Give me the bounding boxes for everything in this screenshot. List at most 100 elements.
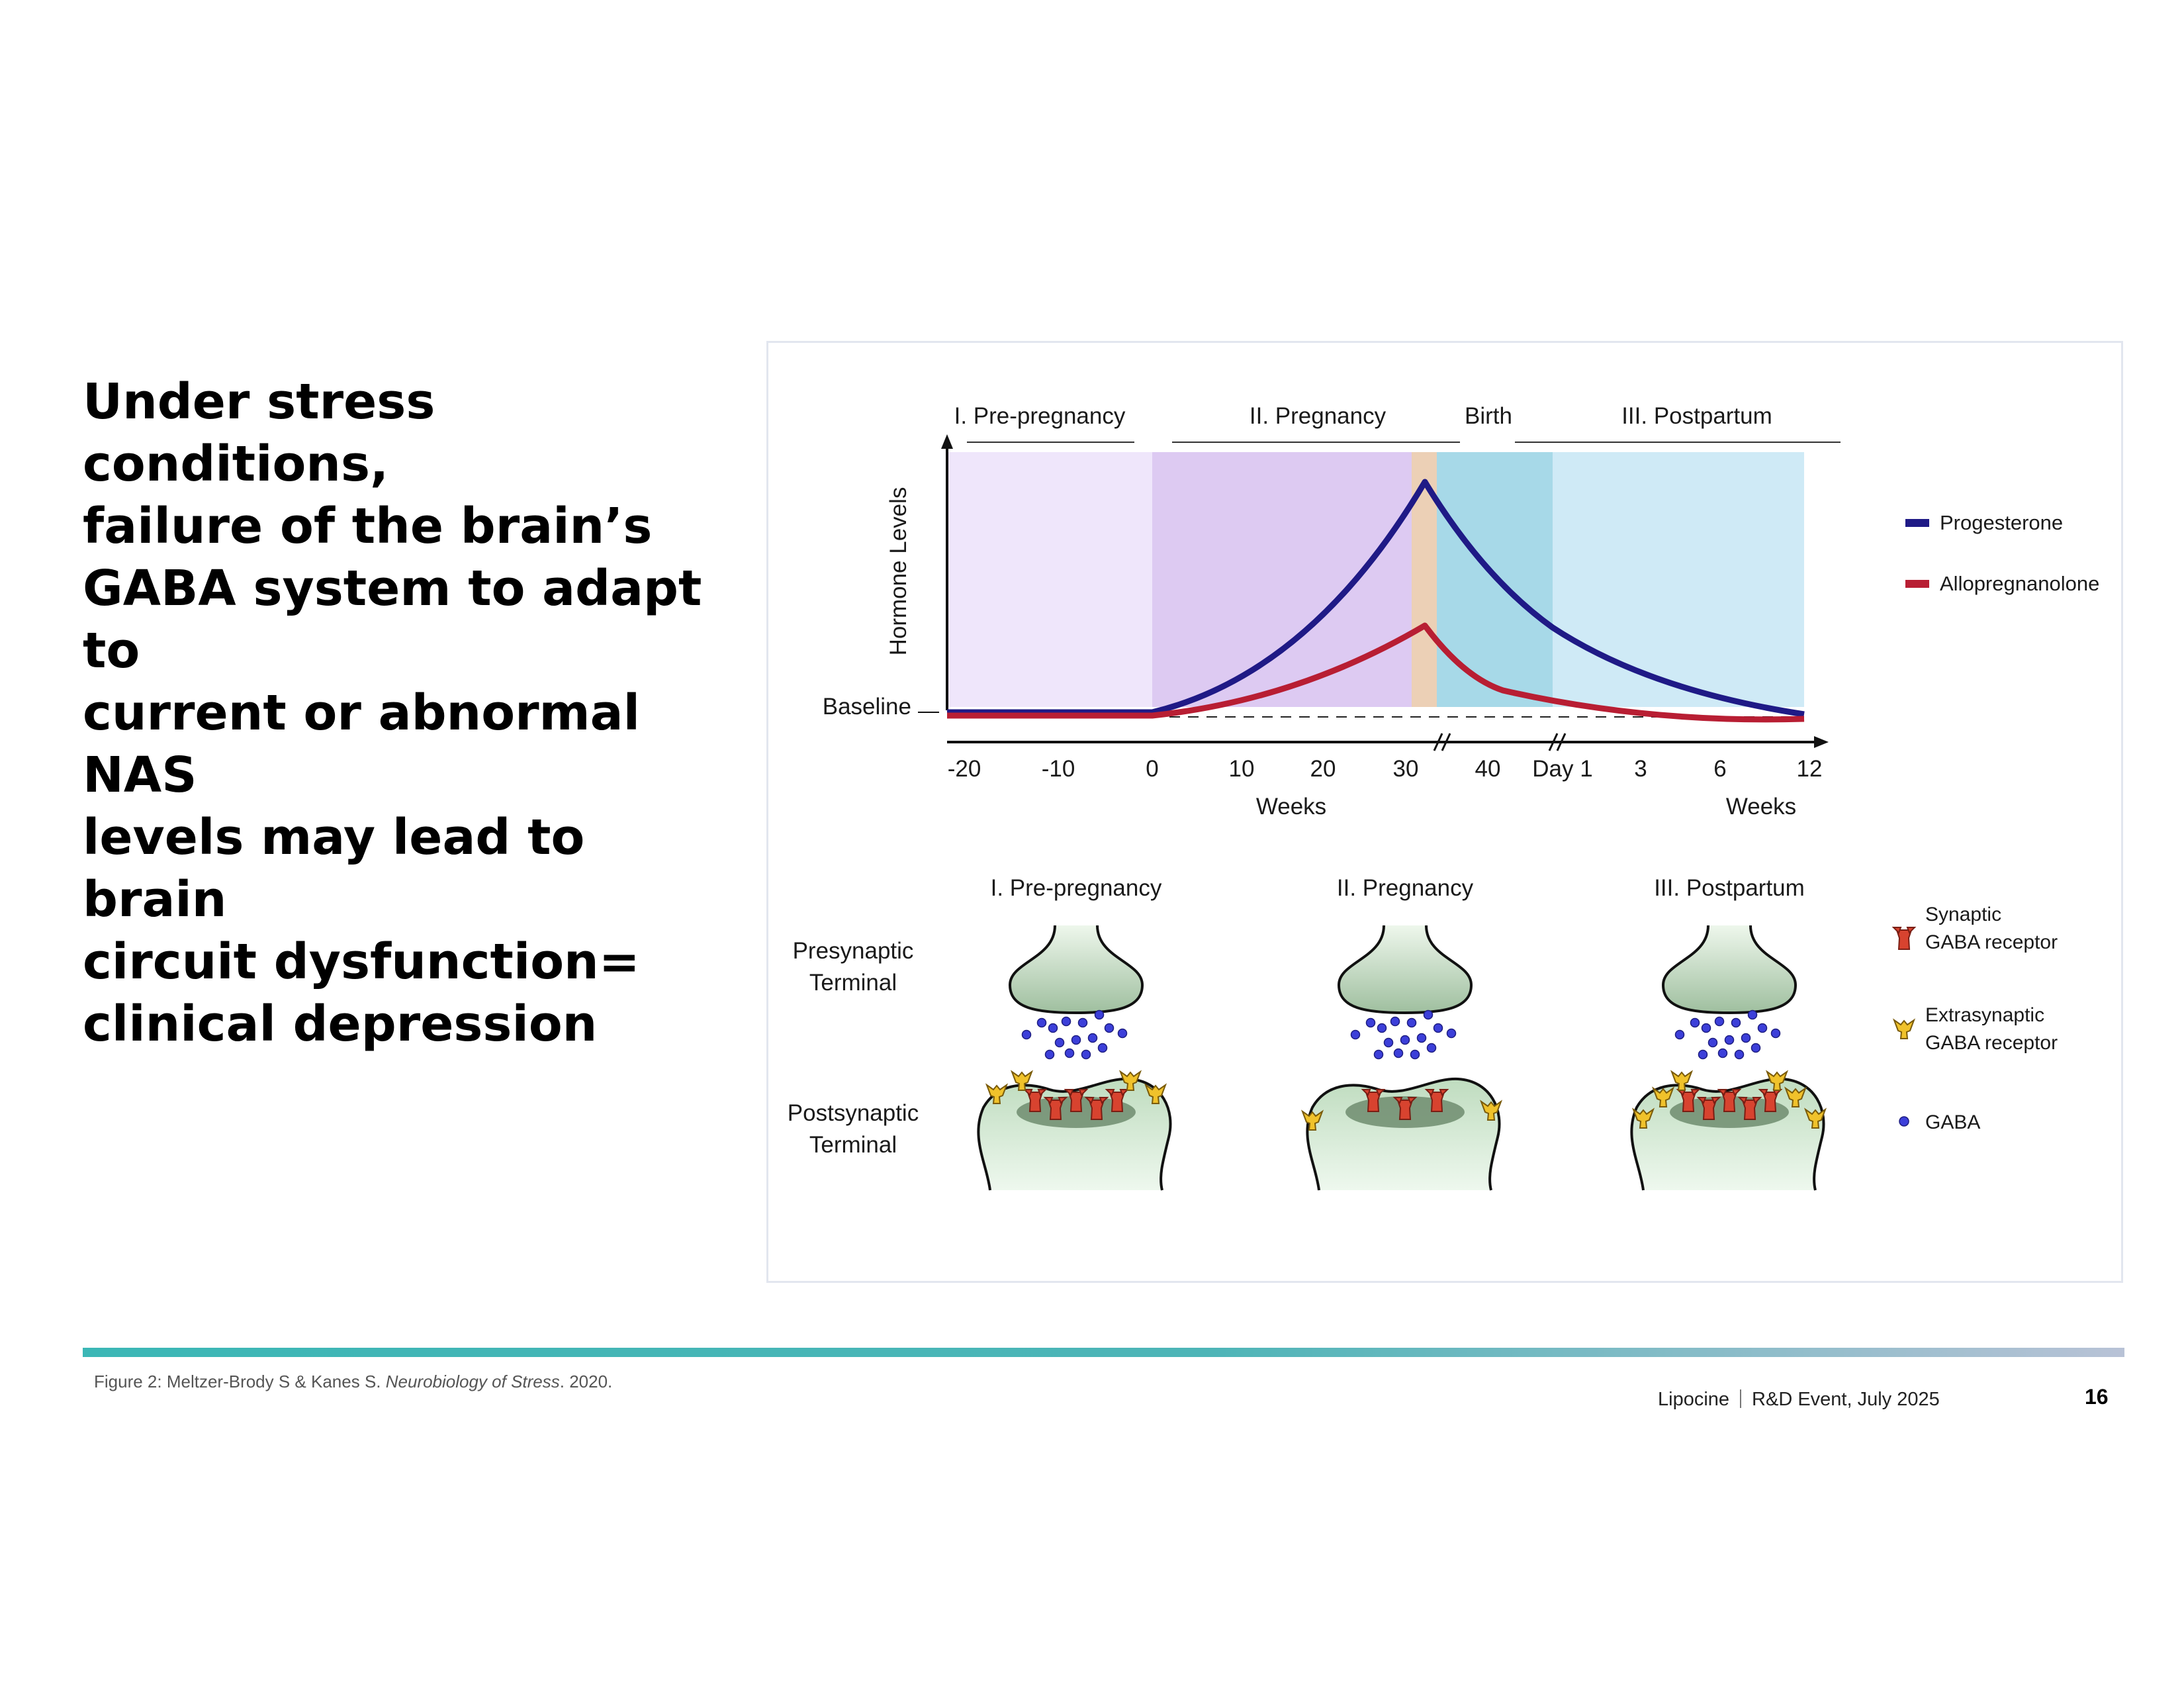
gaba-dot	[1036, 1017, 1047, 1028]
event-name: R&D Event, July 2025	[1752, 1389, 1940, 1410]
gaba-dot	[1410, 1049, 1420, 1060]
synapse-diagram: Presynaptic Terminal Postsynaptic Termin…	[788, 875, 2058, 1191]
synapse-panel-label: III. Postpartum	[1654, 875, 1805, 901]
x-tick-label: -20	[948, 756, 981, 782]
presynaptic-label-line2: Terminal	[809, 970, 897, 996]
gaba-dot	[1400, 1035, 1410, 1045]
gaba-dot	[1021, 1029, 1032, 1040]
gaba-dot	[1377, 1023, 1387, 1033]
gaba-dot	[1094, 1009, 1105, 1020]
figure-citation: Figure 2: Meltzer-Brody S & Kanes S. Neu…	[94, 1372, 612, 1392]
series-progesterone-line	[947, 479, 1805, 718]
postsynaptic-outline	[977, 1077, 1172, 1191]
gaba-dot	[1698, 1049, 1708, 1060]
presynaptic-outline	[1008, 925, 1144, 1015]
synapse-panel: III. Postpartum	[1630, 875, 1826, 1191]
synapse-panel-label: I. Pre-pregnancy	[991, 875, 1162, 901]
gaba-dot	[1383, 1037, 1394, 1048]
gaba-dot	[1416, 1033, 1427, 1043]
footer-separator	[1740, 1389, 1742, 1408]
x-axis-label-right: Weeks	[1726, 794, 1796, 820]
gaba-dot	[1690, 1017, 1700, 1028]
gaba-dot-icon	[1899, 1116, 1909, 1127]
gaba-dot	[1717, 1048, 1728, 1058]
gaba-dot	[1087, 1033, 1098, 1043]
x-tick-label: 6	[1713, 756, 1726, 782]
figure-svg: I. Pre-pregnancy II. Pregnancy Birth III…	[788, 403, 2100, 1191]
legend-label-allopregnanolone: Allopregnanolone	[1940, 572, 2099, 595]
band-pre-pregnancy	[947, 452, 1152, 707]
postsynaptic-label-line2: Terminal	[809, 1132, 897, 1158]
gaba-dot	[1071, 1035, 1081, 1045]
gaba-dot	[1390, 1016, 1400, 1027]
presynaptic-terminal	[1663, 925, 1796, 1013]
x-tick-label: -10	[1042, 756, 1075, 782]
y-axis-arrow	[941, 434, 953, 449]
phase-label-postpartum: III. Postpartum	[1621, 403, 1772, 429]
gaba-dot	[1061, 1016, 1071, 1027]
y-axis-label: Hormone Levels	[886, 487, 911, 656]
x-tick-label: 40	[1475, 756, 1501, 782]
gaba-dot	[1064, 1048, 1075, 1058]
legend-synaptic-line1: Synaptic	[1925, 904, 2001, 925]
synapse-panel-label: II. Pregnancy	[1337, 875, 1474, 901]
gaba-dot	[1426, 1043, 1437, 1053]
gaba-dot	[1423, 1009, 1433, 1020]
postsynaptic-terminal	[1307, 1078, 1500, 1190]
legend-synaptic-line2: GABA receptor	[1925, 931, 2058, 953]
figure-panel: I. Pre-pregnancy II. Pregnancy Birth III…	[766, 341, 2123, 1283]
legend-gaba-label: GABA	[1925, 1111, 1980, 1133]
legend-gaba: GABA	[1899, 1111, 1980, 1133]
page-number: 16	[2085, 1385, 2109, 1409]
presynaptic-terminal	[1339, 925, 1471, 1013]
gaba-dot	[1724, 1035, 1735, 1045]
x-axis-arrow	[1814, 736, 1829, 748]
citation-suffix: . 2020.	[559, 1372, 613, 1391]
legend-extrasynaptic-line1: Extrasynaptic	[1925, 1004, 2044, 1026]
synapse-panel: I. Pre-pregnancy	[977, 875, 1172, 1191]
gaba-dot	[1117, 1028, 1128, 1039]
band-pregnancy	[1152, 452, 1412, 707]
footer-divider	[83, 1348, 2124, 1357]
gaba-dot	[1373, 1049, 1384, 1060]
gaba-dot	[1104, 1023, 1115, 1033]
citation-journal: Neurobiology of Stress	[385, 1372, 560, 1391]
postsynaptic-outline	[1630, 1077, 1825, 1191]
legend-synaptic-receptor: Synaptic GABA receptor	[1893, 904, 2058, 953]
gaba-dot	[1048, 1023, 1058, 1033]
x-tick-label: 20	[1310, 756, 1336, 782]
x-axis-label-left: Weeks	[1256, 794, 1326, 820]
axis-break-birth	[1433, 733, 1451, 751]
phase-label-pregnancy: II. Pregnancy	[1250, 403, 1387, 429]
legend-swatch-progesterone	[1905, 519, 1929, 527]
gaba-dot	[1757, 1023, 1768, 1033]
footer-event: Lipocine R&D Event, July 2025	[1658, 1389, 1940, 1411]
postsynaptic-label-line1: Postsynaptic	[788, 1100, 919, 1126]
gaba-dot	[1751, 1043, 1761, 1053]
legend-extrasynaptic-line2: GABA receptor	[1925, 1032, 2058, 1054]
citation-prefix: Figure 2: Meltzer-Brody S & Kanes S.	[94, 1372, 386, 1391]
presynaptic-outline	[1661, 925, 1797, 1015]
slide-headline: Under stress conditions, failure of the …	[83, 373, 702, 1053]
gaba-dot	[1747, 1009, 1758, 1020]
presynaptic-terminal	[1010, 925, 1142, 1013]
gaba-dot	[1077, 1017, 1088, 1028]
x-tick-label: 12	[1797, 756, 1823, 782]
gaba-dot	[1770, 1028, 1781, 1039]
axis-break-day1	[1548, 733, 1567, 751]
synapse-panel: II. Pregnancy	[1302, 875, 1502, 1191]
legend-extrasynaptic-receptor: Extrasynaptic GABA receptor	[1893, 1004, 2058, 1054]
x-tick-label: 0	[1146, 756, 1158, 782]
legend-swatch-allopregnanolone	[1905, 580, 1929, 588]
gaba-dot	[1350, 1029, 1361, 1040]
gaba-dot	[1714, 1016, 1725, 1027]
company-name: Lipocine	[1658, 1389, 1730, 1410]
gaba-dot	[1674, 1029, 1685, 1040]
gaba-dot	[1054, 1037, 1065, 1048]
gaba-dot	[1701, 1023, 1711, 1033]
gaba-dot	[1707, 1037, 1718, 1048]
x-tick-label: 10	[1229, 756, 1255, 782]
band-postpartum	[1553, 452, 1804, 707]
hormone-chart: I. Pre-pregnancy II. Pregnancy Birth III…	[823, 403, 2100, 820]
gaba-dot	[1365, 1017, 1376, 1028]
